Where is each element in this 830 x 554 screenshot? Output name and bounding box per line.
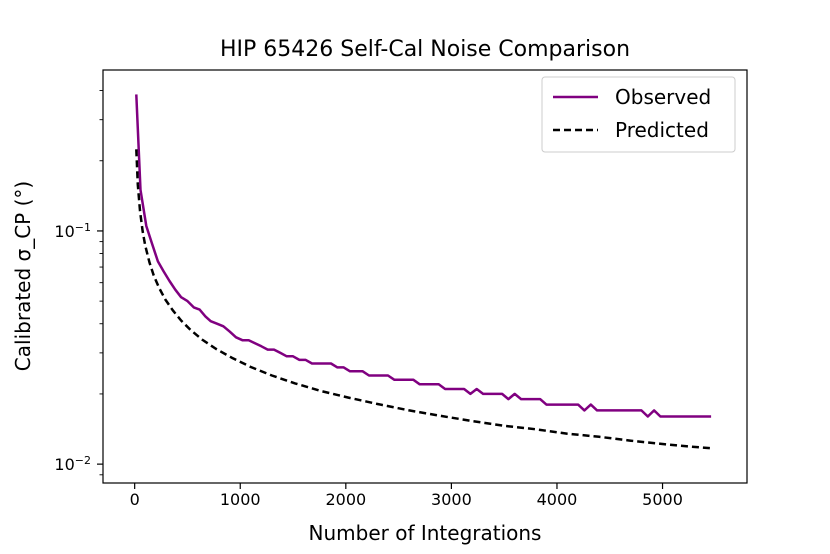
y-tick-label: 10−1 — [54, 220, 91, 241]
legend: Observed Predicted — [541, 76, 736, 153]
x-axis-ticks: 0 1000 2000 3000 4000 5000 — [130, 483, 683, 509]
x-tick-label: 5000 — [642, 490, 683, 509]
x-tick-label: 3000 — [431, 490, 472, 509]
legend-label-predicted: Predicted — [615, 118, 709, 142]
legend-label-observed: Observed — [615, 85, 711, 109]
x-tick-label: 0 — [130, 490, 140, 509]
x-tick-label: 4000 — [537, 490, 578, 509]
x-tick-label: 2000 — [325, 490, 366, 509]
series-line-predicted — [135, 149, 712, 450]
y-axis-label: Calibrated σ_CP (°) — [11, 181, 35, 371]
x-axis-label: Number of Integrations — [309, 521, 542, 545]
chart-title: HIP 65426 Self-Cal Noise Comparison — [220, 37, 630, 62]
y-axis-ticks: 10−2 10−1 — [54, 90, 103, 476]
y-tick-label: 10−2 — [54, 454, 91, 475]
x-tick-label: 1000 — [220, 490, 261, 509]
axes-frame — [102, 69, 748, 484]
series-layer — [135, 94, 712, 450]
series-line-observed — [135, 94, 712, 418]
plot-area — [102, 69, 748, 484]
